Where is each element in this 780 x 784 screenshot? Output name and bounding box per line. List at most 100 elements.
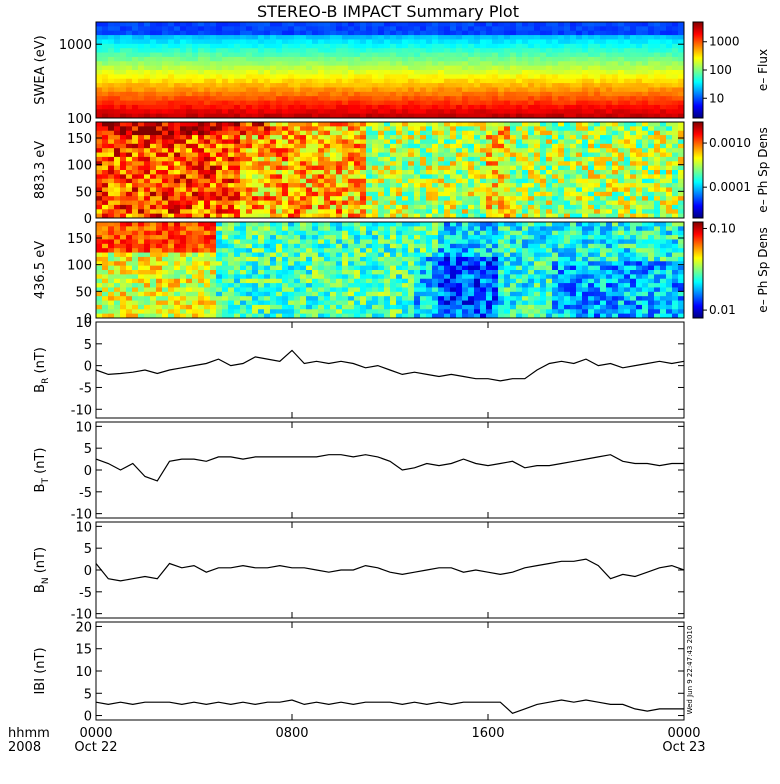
spectrogram-cell [624, 96, 630, 101]
spectrogram-cell [96, 283, 102, 288]
spectrogram-cell [204, 222, 210, 227]
spectrogram-cell [372, 61, 378, 66]
spectrogram-cell [438, 179, 444, 184]
spectrogram-cell [666, 57, 672, 62]
spectrogram-cell [654, 61, 660, 66]
spectrogram-cell [144, 79, 150, 84]
spectrogram-cell [162, 296, 168, 301]
spectrogram-cell [258, 74, 264, 79]
spectrogram-cell [420, 101, 426, 106]
spectrogram-cell [648, 126, 654, 131]
spectrogram-cell [186, 96, 192, 101]
spectrogram-cell [270, 87, 276, 92]
spectrogram-cell [330, 92, 336, 97]
spectrogram-cell [102, 292, 108, 297]
spectrogram-cell [630, 205, 636, 210]
spectrogram-cell [654, 96, 660, 101]
spectrogram-cell [306, 174, 312, 179]
spectrogram-cell [198, 166, 204, 171]
spectrogram-cell [288, 166, 294, 171]
spectrogram-cell [594, 39, 600, 44]
spectrogram-cell [378, 192, 384, 197]
spectrogram-cell [138, 244, 144, 249]
spectrogram-cell [588, 174, 594, 179]
spectrogram-cell [150, 153, 156, 158]
spectrogram-cell [396, 87, 402, 92]
spectrogram-cell [150, 257, 156, 262]
spectrogram-cell [198, 287, 204, 292]
spectrogram-cell [186, 287, 192, 292]
spectrogram-cell [204, 57, 210, 62]
spectrogram-cell [150, 139, 156, 144]
spectrogram-cell [348, 183, 354, 188]
spectrogram-cell [264, 196, 270, 201]
spectrogram-cell [168, 144, 174, 149]
spectrogram-cell [480, 161, 486, 166]
spectrogram-cell [360, 183, 366, 188]
spectrogram-cell [228, 161, 234, 166]
spectrogram-cell [492, 157, 498, 162]
spectrogram-cell [306, 187, 312, 192]
spectrogram-cell [252, 201, 258, 206]
spectrogram-cell [246, 222, 252, 227]
spectrogram-cell [474, 53, 480, 58]
spectrogram-cell [558, 135, 564, 140]
spectrogram-cell [570, 74, 576, 79]
spectrogram-cell [126, 196, 132, 201]
spectrogram-cell [222, 235, 228, 240]
spectrogram-cell [258, 105, 264, 110]
spectrogram-cell [594, 53, 600, 58]
spectrogram-cell [114, 144, 120, 149]
spectrogram-cell [216, 226, 222, 231]
spectrogram-cell [468, 139, 474, 144]
spectrogram-cell [456, 87, 462, 92]
spectrogram-cell [564, 157, 570, 162]
spectrogram-cell [636, 83, 642, 88]
spectrogram-cell [384, 61, 390, 66]
spectrogram-cell [624, 83, 630, 88]
spectrogram-cell [498, 105, 504, 110]
spectrogram-cell [456, 153, 462, 158]
spectrogram-cell [162, 87, 168, 92]
spectrogram-cell [210, 192, 216, 197]
spectrogram-cell [198, 161, 204, 166]
spectrogram-cell [336, 101, 342, 106]
spectrogram-cell [120, 44, 126, 49]
spectrogram-cell [300, 66, 306, 71]
spectrogram-cell [300, 139, 306, 144]
spectrogram-cell [114, 96, 120, 101]
spectrogram-cell [210, 161, 216, 166]
spectrogram-cell [222, 261, 228, 266]
spectrogram-cell [270, 166, 276, 171]
spectrogram-cell [156, 270, 162, 275]
spectrogram-cell [654, 209, 660, 214]
spectrogram-cell [546, 74, 552, 79]
spectrogram-cell [96, 57, 102, 62]
spectrogram-cell [246, 31, 252, 36]
spectrogram-cell [534, 44, 540, 49]
spectrogram-cell [612, 192, 618, 197]
spectrogram-cell [270, 122, 276, 127]
spectrogram-cell [258, 279, 264, 284]
spectrogram-cell [456, 101, 462, 106]
spectrogram-cell [594, 48, 600, 53]
spectrogram-cell [384, 66, 390, 71]
spectrogram-cell [204, 305, 210, 310]
spectrogram-cell [426, 61, 432, 66]
spectrogram-cell [450, 157, 456, 162]
spectrogram-cell [258, 205, 264, 210]
spectrogram-cell [204, 48, 210, 53]
spectrogram-cell [552, 201, 558, 206]
spectrogram-cell [624, 39, 630, 44]
spectrogram-cell [108, 157, 114, 162]
spectrogram-cell [618, 96, 624, 101]
spectrogram-cell [426, 31, 432, 36]
spectrogram-cell [516, 39, 522, 44]
spectrogram-cell [594, 70, 600, 75]
spectrogram-cell [114, 135, 120, 140]
spectrogram-cell [612, 22, 618, 27]
spectrogram-cell [180, 279, 186, 284]
spectrogram-cell [498, 109, 504, 114]
spectrogram-cell [252, 226, 258, 231]
spectrogram-cell [312, 157, 318, 162]
